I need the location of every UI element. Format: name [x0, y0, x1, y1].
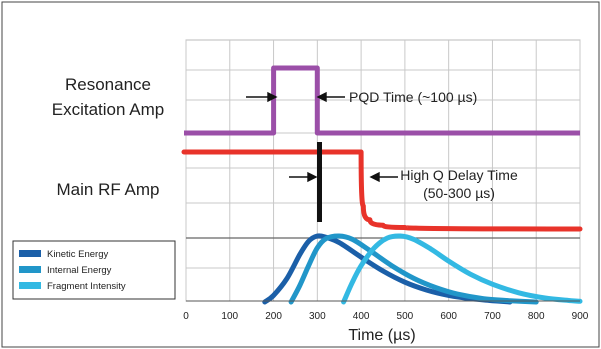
- x-tick-label: 300: [309, 311, 326, 322]
- legend: Kinetic Energy Internal Energy Fragment In…: [12, 240, 176, 300]
- legend-items: Kinetic Energy Internal Energy Fragment In…: [19, 249, 126, 292]
- series-line-0: [262, 233, 513, 305]
- series-line-2: [341, 233, 583, 305]
- x-tick-label: 100: [221, 311, 238, 322]
- series-layer: [262, 233, 583, 305]
- high-q-arrows: [289, 171, 398, 183]
- legend-label: Fragment Intensity: [47, 281, 126, 292]
- x-tick-label: 400: [353, 311, 370, 322]
- resonance-label-line1: Resonance: [65, 75, 151, 94]
- x-axis-label: Time (µs): [348, 327, 415, 344]
- pqd-arrows: [246, 91, 345, 103]
- legend-label: Kinetic Energy: [47, 249, 109, 260]
- x-tick-label: 700: [484, 311, 501, 322]
- x-tick-label: 200: [265, 311, 282, 322]
- x-tick-label: 900: [572, 311, 589, 322]
- legend-swatch: [19, 282, 41, 289]
- resonance-label-line2: Excitation Amp: [52, 100, 164, 119]
- x-axis: 0 100 200 300 400 500 600 700 800 900: [183, 300, 589, 322]
- legend-swatch: [19, 250, 41, 257]
- signal-layer: [181, 65, 583, 232]
- resonance-excitation-trace: [183, 65, 580, 136]
- high-q-annotation-line1: High Q Delay Time: [400, 167, 518, 183]
- x-tick-label: 500: [397, 311, 414, 322]
- high-q-marker: [317, 142, 322, 222]
- x-tick-label: 800: [528, 311, 545, 322]
- x-tick-label: 600: [440, 311, 457, 322]
- main-rf-label: Main RF Amp: [57, 180, 160, 199]
- legend-swatch: [19, 266, 41, 273]
- high-q-annotation-line2: (50-300 µs): [423, 185, 495, 201]
- pqd-annotation: PQD Time (~100 µs): [349, 89, 477, 105]
- legend-label: Internal Energy: [47, 265, 112, 276]
- main-rf-trace: [181, 149, 583, 232]
- x-tick-label: 0: [183, 311, 189, 322]
